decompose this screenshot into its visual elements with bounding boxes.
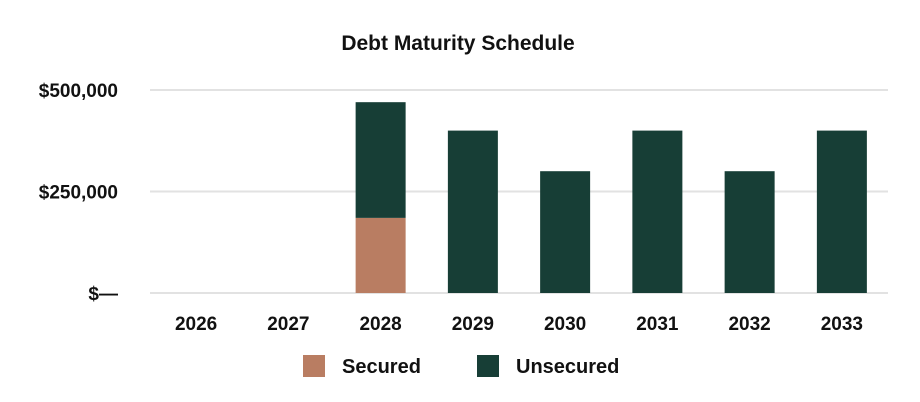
bar-unsecured-2031 xyxy=(632,130,683,293)
x-tick-label: 2026 xyxy=(175,314,217,335)
chart-title: Debt Maturity Schedule xyxy=(341,32,574,55)
x-tick-label: 2033 xyxy=(821,314,863,335)
y-tick-label: $250,000 xyxy=(39,183,118,204)
bar-unsecured-2028 xyxy=(355,102,406,218)
x-tick-label: 2031 xyxy=(636,314,679,335)
legend-label-secured: Secured xyxy=(342,356,421,378)
x-tick-label: 2027 xyxy=(267,314,309,335)
y-tick-label: $500,000 xyxy=(39,81,118,102)
bar-unsecured-2030 xyxy=(540,171,591,293)
x-tick-label: 2029 xyxy=(452,314,494,335)
x-tick-label: 2028 xyxy=(359,314,401,335)
legend-label-unsecured: Unsecured xyxy=(516,356,619,378)
legend-swatch-unsecured xyxy=(477,355,499,377)
legend-swatch-secured xyxy=(303,355,325,377)
legend: Secured Unsecured xyxy=(303,355,619,378)
bars xyxy=(355,102,867,293)
x-axis-ticks: 2026 2027 2028 2029 2030 2031 2032 2033 xyxy=(175,314,863,335)
bar-unsecured-2033 xyxy=(816,130,867,293)
gridlines xyxy=(150,89,888,294)
y-tick-label: $— xyxy=(88,284,118,305)
bar-unsecured-2032 xyxy=(724,171,775,293)
bar-secured-2028 xyxy=(355,217,406,293)
y-axis-ticks: $— $250,000 $500,000 xyxy=(39,81,118,305)
x-tick-label: 2032 xyxy=(728,314,770,335)
bar-unsecured-2029 xyxy=(447,130,498,293)
x-tick-label: 2030 xyxy=(544,314,586,335)
